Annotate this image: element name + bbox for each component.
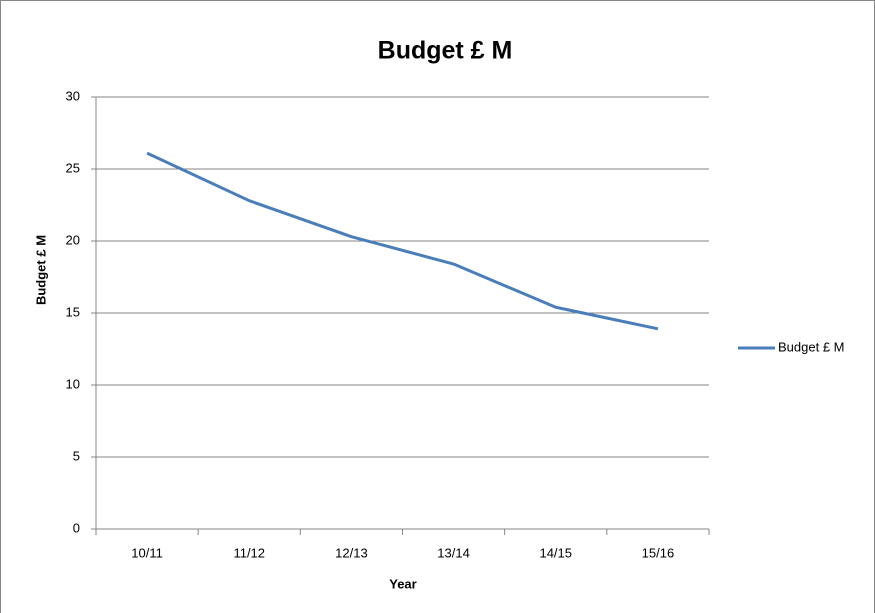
- x-tick-label: 14/15: [539, 545, 572, 560]
- y-tick-label: 10: [66, 376, 80, 391]
- x-tick-label: 15/16: [642, 545, 675, 560]
- x-tick-label: 11/12: [233, 545, 265, 560]
- x-axis-label: Year: [389, 576, 416, 591]
- x-tick-label: 12/13: [335, 545, 368, 560]
- legend-label: Budget £ M: [778, 339, 845, 354]
- y-tick-label: 15: [66, 304, 80, 319]
- x-tick-label: 13/14: [437, 545, 470, 560]
- y-tick-label: 5: [73, 448, 80, 463]
- x-tick-label: 10/11: [131, 545, 163, 560]
- chart-title: Budget £ M: [378, 37, 513, 65]
- y-tick-label: 0: [73, 520, 80, 535]
- y-tick-label: 25: [66, 160, 80, 175]
- y-tick-label: 20: [66, 232, 80, 247]
- y-tick-label: 30: [66, 88, 80, 103]
- y-axis-label: Budget £ M: [33, 235, 48, 305]
- line-series: [146, 151, 659, 331]
